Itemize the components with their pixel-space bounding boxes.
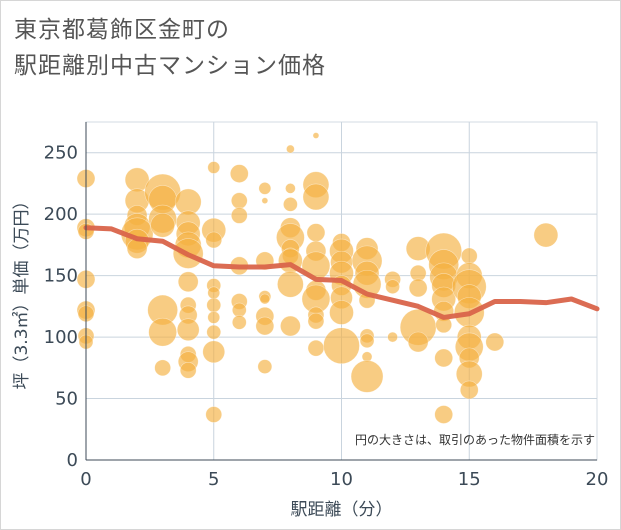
data-bubble — [177, 271, 199, 293]
y-axis-label: 坪（3.3㎡）単価（万円） — [12, 192, 32, 389]
x-tick-label: 20 — [586, 469, 609, 490]
y-tick-label: 250 — [44, 143, 78, 164]
x-tick-label: 10 — [330, 469, 353, 490]
data-bubble — [359, 333, 375, 349]
data-bubble — [230, 164, 249, 183]
data-bubble — [302, 183, 330, 211]
data-bubble — [307, 339, 325, 357]
data-bubble — [261, 197, 269, 204]
data-bubble — [323, 327, 360, 364]
data-bubble — [232, 302, 247, 318]
data-bubble — [285, 183, 296, 194]
data-bubble — [286, 144, 295, 154]
data-bubble — [205, 231, 223, 249]
data-bubble — [407, 331, 429, 353]
data-bubble — [205, 406, 223, 423]
x-tick-label: 5 — [208, 469, 219, 490]
data-bubble — [259, 293, 271, 305]
y-tick-label: 50 — [55, 389, 78, 410]
chart-title: 東京都葛飾区金町の 駅距離別中古マンション価格 — [14, 12, 326, 84]
data-bubble — [176, 318, 200, 342]
data-bubble — [280, 315, 301, 337]
data-bubble — [460, 247, 478, 265]
data-bubble — [485, 332, 505, 352]
data-bubble — [307, 312, 325, 330]
data-bubble — [312, 132, 320, 139]
x-axis-label: 駅距離（分） — [291, 500, 393, 520]
chart-title-line1: 東京都葛飾区金町の — [14, 17, 230, 43]
data-bubble — [255, 316, 275, 336]
data-bubble — [533, 222, 559, 248]
data-bubble — [257, 359, 273, 374]
data-bubble — [329, 300, 354, 325]
data-bubble — [232, 315, 247, 330]
data-bubble — [202, 340, 226, 364]
trend-line — [83, 225, 600, 320]
y-tick-label: 150 — [44, 266, 78, 287]
y-tick-label: 0 — [67, 450, 78, 471]
data-bubble — [206, 324, 222, 340]
data-bubble — [207, 161, 221, 174]
data-bubble — [258, 182, 272, 195]
data-bubble — [179, 361, 197, 379]
data-bubble — [306, 223, 326, 242]
data-bubble — [283, 197, 298, 212]
data-bubble — [154, 359, 171, 377]
data-bubble — [206, 297, 222, 313]
data-bubble — [150, 212, 175, 238]
data-bubble — [231, 192, 248, 209]
data-bubble — [207, 311, 221, 324]
trend-polyline — [83, 225, 600, 320]
data-bubble — [350, 360, 384, 393]
data-bubble — [434, 405, 454, 424]
data-bubble — [385, 279, 400, 294]
data-bubble — [148, 317, 177, 347]
chart-title-line2: 駅距離別中古マンション価格 — [14, 53, 326, 79]
data-bubble — [459, 380, 479, 400]
y-tick-label: 200 — [44, 204, 78, 225]
data-bubble — [277, 270, 304, 298]
annotation-note: 円の大きさは、取引のあった物件面積を示す — [355, 432, 595, 447]
data-bubble — [207, 286, 221, 300]
x-tick-label: 0 — [80, 469, 91, 490]
data-bubble — [408, 278, 428, 298]
data-bubble — [387, 331, 398, 343]
y-tick-label: 100 — [44, 327, 78, 348]
x-tick-label: 15 — [458, 469, 481, 490]
data-bubble — [231, 207, 248, 224]
data-bubble — [434, 348, 454, 368]
